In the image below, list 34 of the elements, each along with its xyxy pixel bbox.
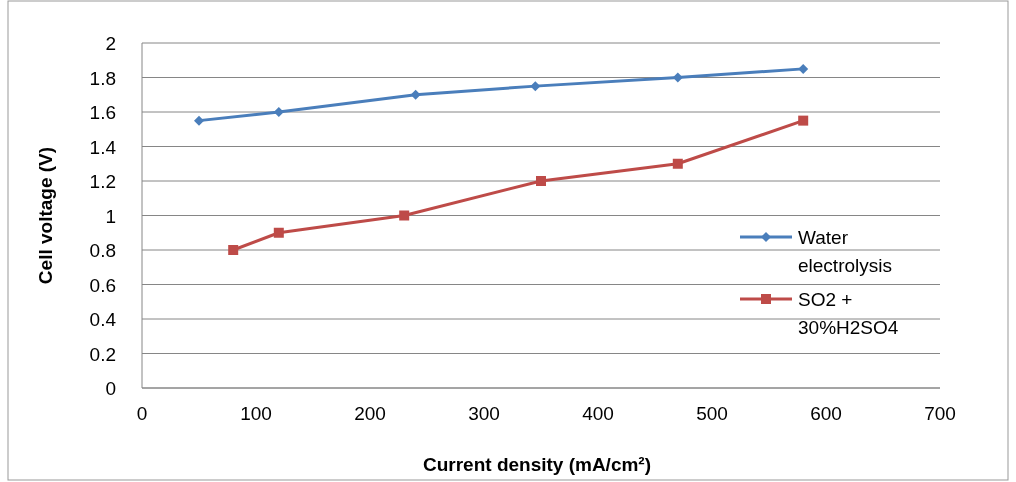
y-tick-label: 1 <box>105 205 116 227</box>
legend-label: Water electrolysis <box>798 227 892 276</box>
point <box>530 81 541 92</box>
y-tick-label: 0.4 <box>89 309 117 330</box>
x-tick-label: 500 <box>696 403 728 424</box>
y-tick-label: 0.8 <box>89 240 116 261</box>
y-tick-label: 1.8 <box>89 67 116 89</box>
x-tick-label: 300 <box>468 403 500 424</box>
point <box>273 227 284 238</box>
x-tick-label: 200 <box>354 403 386 424</box>
point <box>672 158 683 169</box>
y-tick-label: 1.4 <box>89 136 117 158</box>
y-tick-label: 2 <box>105 33 116 54</box>
point <box>399 210 410 221</box>
x-tick-label: 0 <box>136 403 148 424</box>
x-tick-label: 700 <box>924 403 956 424</box>
legend-label: SO2 + 30%H2SO4 <box>798 289 899 338</box>
y-tick-label: 1.6 <box>89 102 116 123</box>
point <box>798 63 809 74</box>
x-axis-title: Current density (mA/cm²) <box>422 454 652 475</box>
point <box>194 115 204 126</box>
x-tick-label: 600 <box>810 403 842 424</box>
point <box>410 89 421 100</box>
point <box>536 176 546 186</box>
y-tick-label: 0.6 <box>89 274 116 296</box>
point <box>798 115 809 126</box>
y-tick-label: 1.2 <box>89 171 116 192</box>
point <box>228 245 239 255</box>
point <box>672 72 683 83</box>
y-tick-label: 0.2 <box>89 343 116 365</box>
x-tick-label: 100 <box>240 403 272 424</box>
y-tick-label: 0 <box>105 378 116 399</box>
y-axis-title: Cell voltage (V) <box>35 146 56 285</box>
x-tick-label: 400 <box>582 403 614 424</box>
